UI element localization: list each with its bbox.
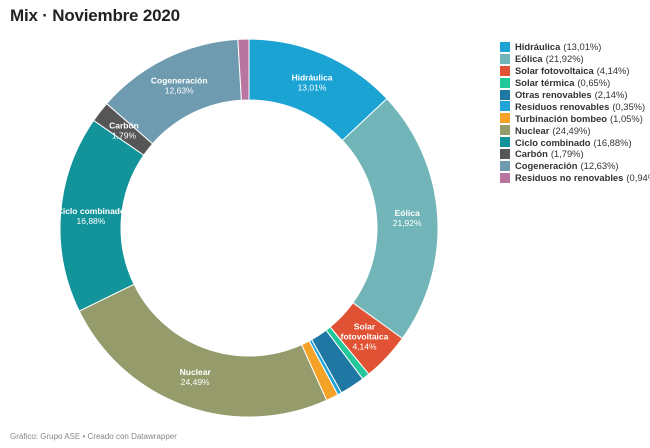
legend-label: Turbinación bombeo — [515, 112, 608, 124]
chart-title: Mix · Noviembre 2020 — [10, 6, 180, 25]
legend-label: Hidráulica — [515, 41, 561, 53]
legend-value: (0,94%) — [626, 172, 650, 184]
legend-value: (12,63%) — [580, 160, 619, 172]
legend-label: Residuos no renovables — [515, 172, 624, 184]
slice-label-2: Solar fotovoltaica 4,14% — [341, 322, 389, 352]
legend-value: (4,14%) — [596, 65, 630, 77]
slice-7 — [78, 283, 328, 418]
legend-swatch — [500, 148, 510, 159]
slice-label-value-0: 13,01% — [298, 83, 327, 93]
legend-swatch — [500, 160, 510, 171]
slice-label-name-7: Nuclear — [180, 367, 212, 377]
legend-swatch — [500, 125, 510, 136]
slice-label-value-2: 4,14% — [352, 342, 377, 352]
legend-value: (0,65%) — [577, 77, 611, 89]
legend-swatch — [500, 172, 510, 183]
chart-legend: Hidráulica (13,01%) Eólica (21,92%) Solar fo… — [500, 41, 650, 184]
legend-swatch — [500, 65, 510, 76]
slice-label-name-8: Ciclo combinado — [57, 206, 125, 216]
legend-item-11: Residuos no renovables(0,94%) — [500, 172, 650, 184]
legend-swatch — [500, 101, 510, 112]
slice-label-name-2: Solar — [354, 322, 376, 332]
legend-item-9: Carbón (1,79%) — [500, 148, 650, 160]
legend-value: (0,35%) — [612, 100, 646, 112]
slice-label-8: Ciclo combinado 16,88% — [57, 206, 125, 226]
legend-value: (13,01%) — [563, 41, 602, 53]
legend-item-4: Otras renovables (2,14%) — [500, 89, 650, 101]
slice-label-1: Eólica 21,92% — [393, 208, 422, 228]
legend-item-0: Hidráulica (13,01%) — [500, 41, 650, 53]
legend-value: (2,14%) — [594, 89, 628, 100]
slice-label-0: Hidráulica 13,01% — [291, 73, 332, 93]
legend-swatch — [500, 113, 510, 124]
legend-label: Nuclear — [515, 124, 550, 136]
donut-slices — [59, 38, 439, 418]
legend-swatch — [500, 77, 510, 88]
legend-label: Otras renovables — [515, 89, 592, 100]
legend-swatch — [500, 137, 510, 148]
slice-label-value-8: 16,88% — [77, 216, 106, 226]
legend-item-8: Ciclo combinado (16,88%) — [500, 136, 650, 148]
legend-swatch — [500, 41, 510, 52]
legend-value: (1,05%) — [610, 112, 643, 124]
legend-label: Solar térmica — [515, 77, 575, 89]
slice-11 — [237, 38, 250, 101]
legend-value: (21,92%) — [545, 53, 584, 65]
legend-item-10: Cogeneración (12,63%) — [500, 160, 650, 172]
legend-item-2: Solar fotovoltaica (4,14%) — [500, 65, 650, 77]
legend-label: Ciclo combinado — [515, 136, 591, 148]
legend-label: Eólica — [515, 53, 543, 65]
slice-label-value-9: 1,79% — [112, 131, 137, 141]
legend-label: Carbón — [515, 148, 548, 160]
legend-item-5: Residuos renovables (0,35%) — [500, 100, 650, 112]
chart-footer: Gráfico: Grupo ASE • Creado con Datawrap… — [10, 432, 177, 441]
legend-item-6: Turbinación bombeo (1,05%) — [500, 112, 650, 124]
legend-item-1: Eólica (21,92%) — [500, 53, 650, 65]
slice-label-value-10: 12,63% — [165, 86, 194, 96]
legend-value: (1,79%) — [550, 148, 584, 160]
slice-label-name-0: Hidráulica — [291, 73, 332, 83]
donut-labels: Hidráulica 13,01% Eólica 21,92% Solar fotovol… — [57, 73, 422, 388]
slice-label-value-1: 21,92% — [393, 218, 422, 228]
legend-value: (16,88%) — [593, 136, 632, 148]
slice-label-name-2: fotovoltaica — [341, 332, 389, 342]
slice-label-name-10: Cogeneración — [151, 76, 208, 86]
legend-label: Solar fotovoltaica — [515, 65, 594, 77]
legend-value: (24,49%) — [552, 124, 591, 136]
slice-label-value-7: 24,49% — [181, 377, 210, 387]
legend-label: Residuos renovables — [515, 100, 610, 112]
legend-label: Cogeneración — [515, 160, 578, 172]
slice-1 — [341, 98, 439, 340]
legend-item-3: Solar térmica (0,65%) — [500, 77, 650, 89]
slice-label-name-9: Carbón — [109, 121, 139, 131]
slice-label-9: Carbón 1,79% — [109, 121, 139, 141]
legend-swatch — [500, 89, 510, 100]
slice-label-7: Nuclear 24,49% — [180, 367, 212, 387]
slice-label-10: Cogeneración 12,63% — [151, 76, 208, 96]
legend-swatch — [500, 53, 510, 64]
slice-label-name-1: Eólica — [395, 208, 420, 218]
legend-item-7: Nuclear (24,49%) — [500, 124, 650, 136]
